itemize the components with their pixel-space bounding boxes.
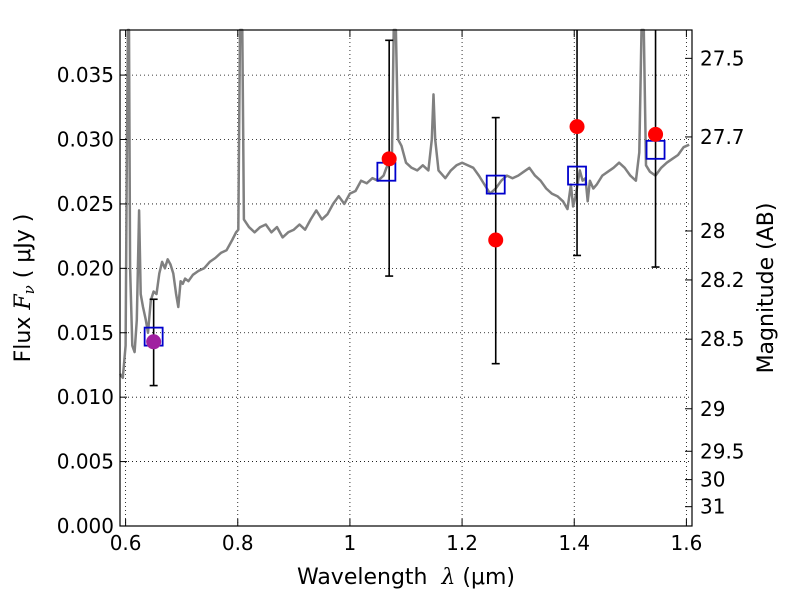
observed-flux-point [648,126,664,142]
y2-tick-label: 28 [700,219,725,243]
y-tick-label: 0.000 [57,514,114,538]
x-tick-label: 0.8 [222,531,254,555]
ticks: 0.6 0.8 1 1.2 1.4 1.6 0.000 0.005 0.010 0.015 0.02… [57,30,745,555]
y2-tick-label: 30 [700,468,725,492]
observed-flux-point [569,119,585,135]
grid [120,30,692,527]
model-band-markers [143,139,666,347]
observed-flux-point [488,232,504,248]
y-tick-label: 0.030 [57,128,114,152]
y2-tick-label: 28.2 [700,268,745,292]
y2-tick-label: 27.7 [700,125,745,149]
y-tick-label: 0.010 [57,385,114,409]
model-band-square [567,165,587,186]
y2-tick-label: 29 [700,397,725,421]
observed-flux-point [381,151,397,167]
y-tick-label: 0.035 [57,63,114,87]
y-axis-label-suffix: ( μJy ) [11,214,36,286]
y-axis-label-subscript: ν [20,285,38,294]
y-axis-label: Flux Fν ( μJy ) [11,214,38,363]
y-axis-label-prefix: Flux [11,310,36,363]
y-tick-label: 0.025 [57,192,114,216]
error-bars [149,30,660,387]
y2-tick-label: 27.5 [700,46,745,70]
observed-flux-markers [146,119,664,350]
model-band-square [485,174,506,195]
x-tick-label: 1.4 [558,531,590,555]
y2-tick-label: 28.5 [700,327,745,351]
model-spectrum [118,28,690,380]
y-tick-label: 0.015 [57,321,114,345]
x-tick-label: 1.6 [670,531,702,555]
x-axis-label-prefix: Wavelength [297,565,442,590]
y-tick-label: 0.020 [57,256,114,280]
x-axis-label: Wavelength λ (μm) [297,565,515,590]
y2-axis-label: Magnitude (AB) [754,203,779,374]
observed-flux-point [146,334,162,350]
y2-tick-label: 31 [700,495,725,519]
x-tick-label: 1.2 [446,531,478,555]
plot-frame [119,29,693,527]
x-tick-label: 0.6 [110,531,142,555]
x-tick-label: 1 [344,531,357,555]
x-axis-label-suffix: (μm) [455,565,515,590]
y2-tick-label: 29.5 [700,439,745,463]
x-axis-label-symbol: λ [440,565,455,590]
y-axis-label-symbol: F [11,294,36,311]
spectrum-line [118,28,690,380]
y-tick-label: 0.005 [57,450,114,474]
